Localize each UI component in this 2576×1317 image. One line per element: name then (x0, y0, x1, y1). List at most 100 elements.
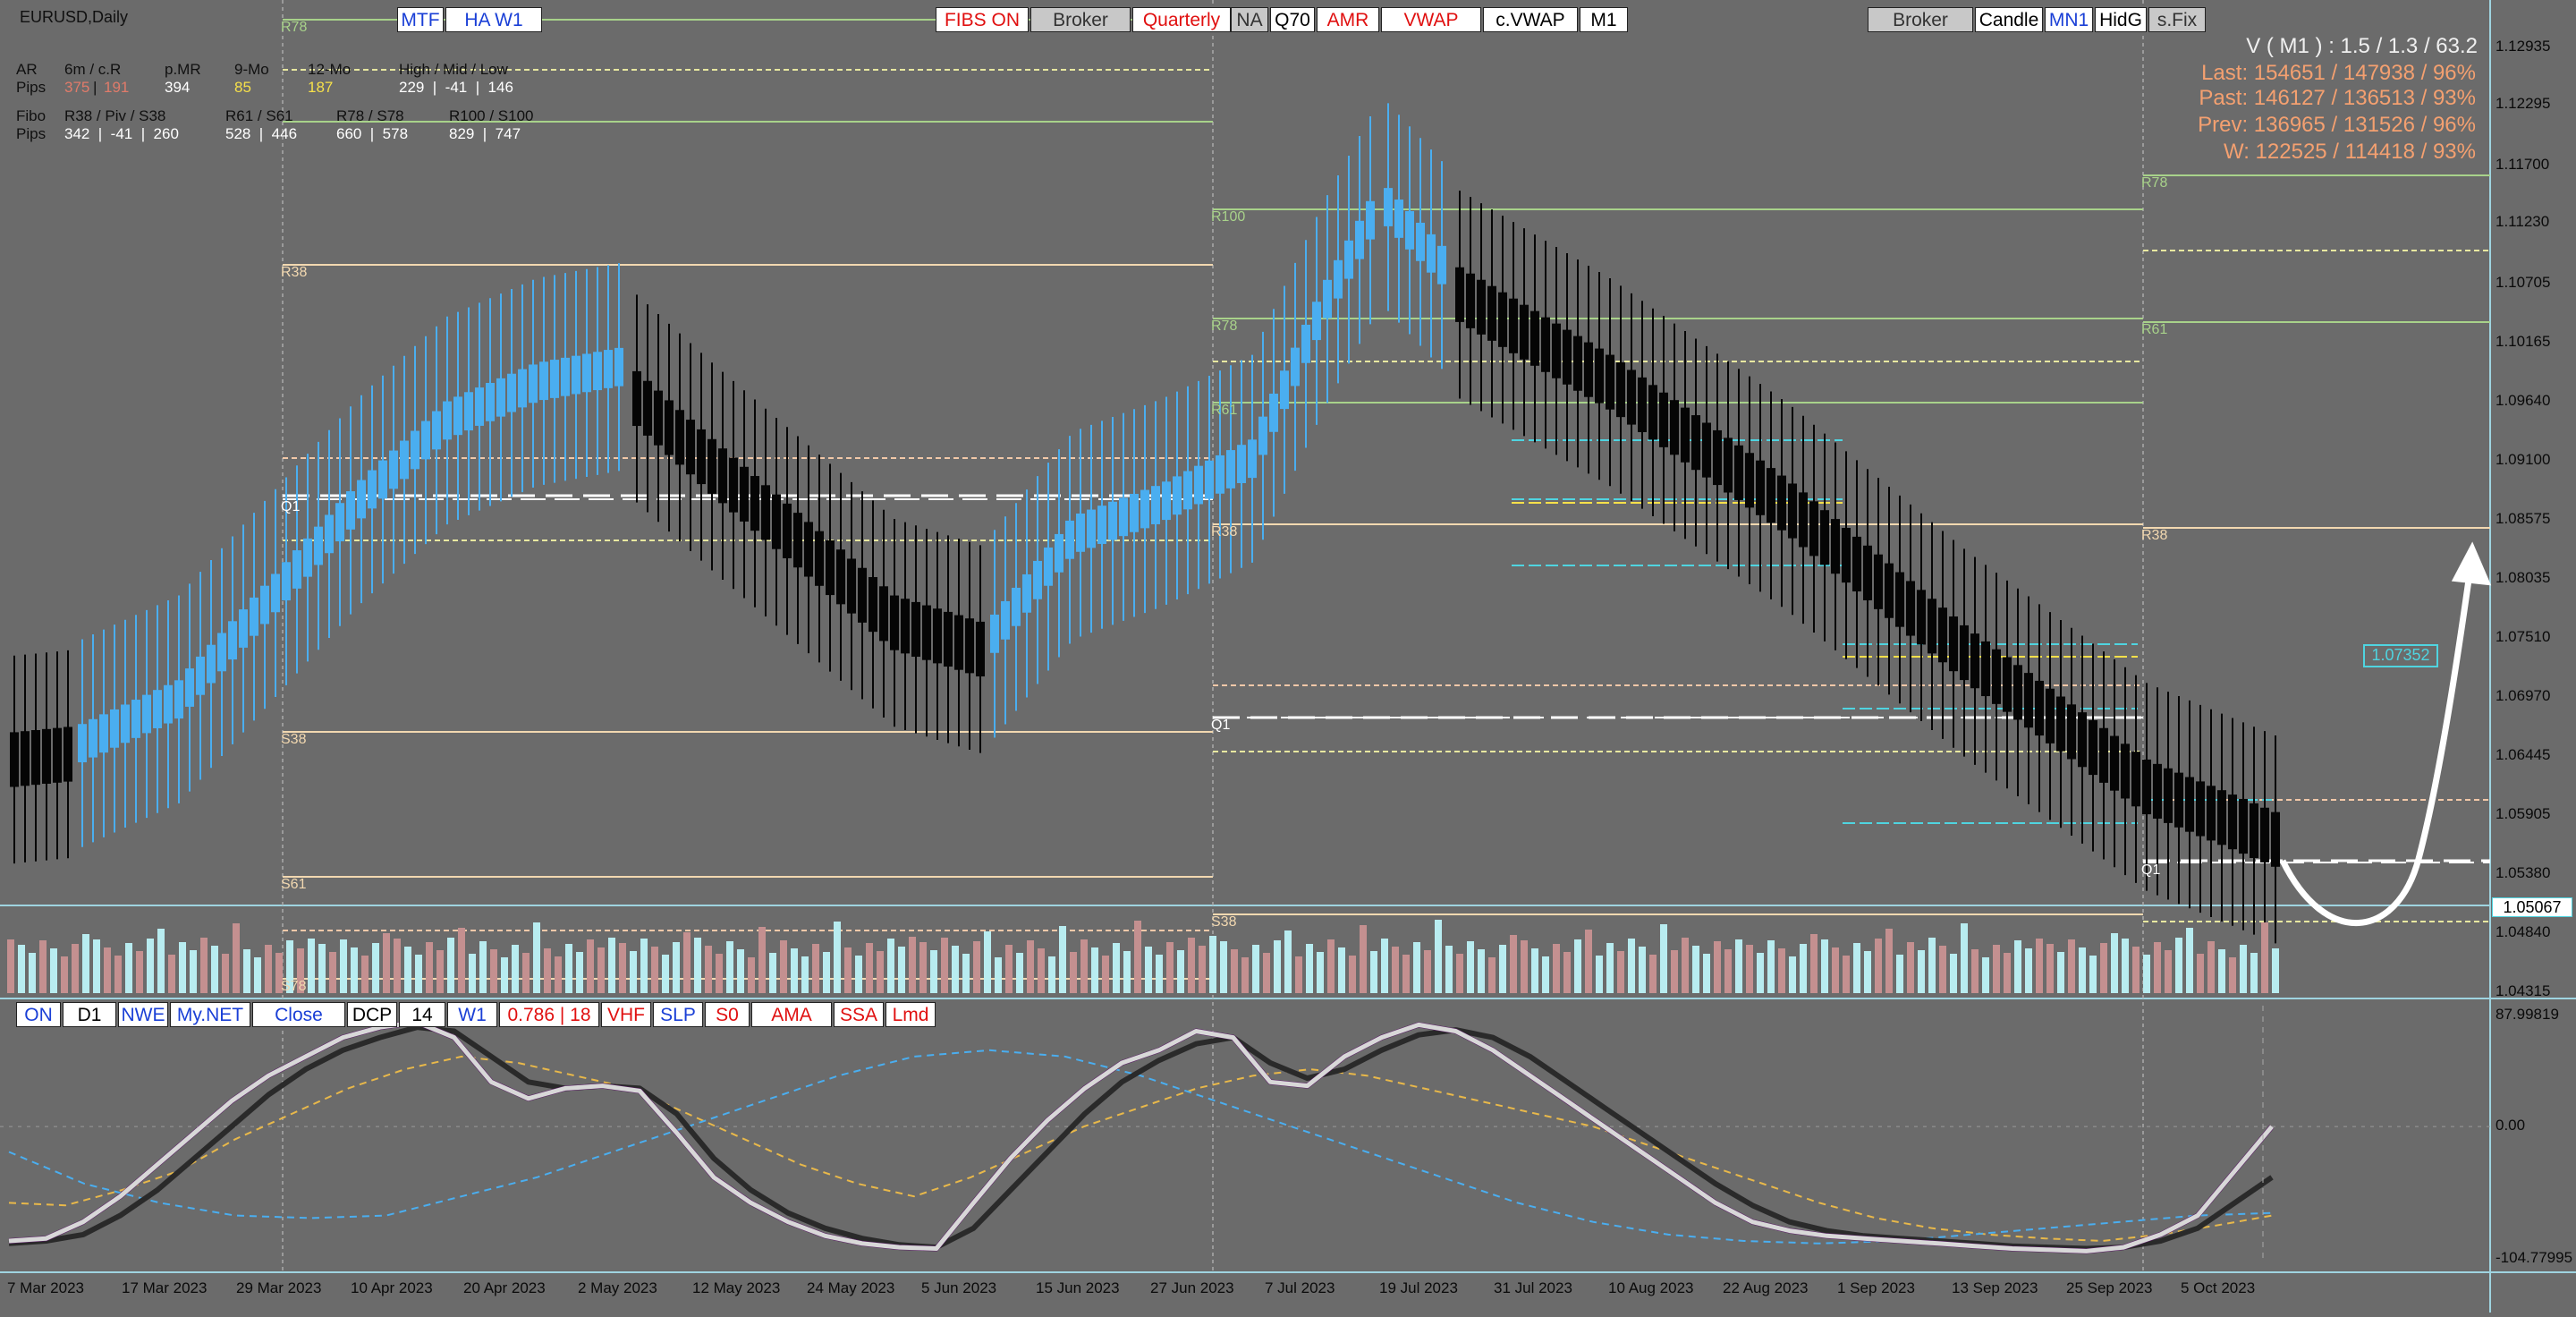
lmd-button[interactable]: Lmd (886, 1002, 936, 1027)
na-button[interactable]: NA (1231, 7, 1268, 32)
bear-candle (718, 448, 727, 504)
bear-candle (2239, 798, 2248, 854)
bull-candle (314, 526, 323, 565)
bear-candle (2078, 712, 2087, 768)
volume-bar (973, 941, 980, 993)
bull-candle (1323, 279, 1332, 319)
bull-candle (335, 503, 344, 542)
bear-candle (1520, 304, 1529, 360)
amr-button[interactable]: AMR (1317, 7, 1379, 32)
date-tick: 15 Jun 2023 (1036, 1279, 1120, 1296)
price-tick: 1.08575 (2496, 510, 2551, 527)
volume-bar (1907, 942, 1914, 993)
ssa-button[interactable]: SSA (834, 1002, 884, 1027)
volume-bar (1027, 940, 1034, 993)
quarterly-button[interactable]: Quarterly (1132, 7, 1231, 32)
mn1-button[interactable]: MN1 (2045, 7, 2093, 32)
info-cell: R100 / S100 (449, 107, 534, 124)
volume-bar (383, 933, 390, 993)
volume-bar (1789, 956, 1796, 993)
volume-bar (2207, 941, 2215, 993)
bear-candle (869, 577, 877, 633)
m1-button[interactable]: M1 (1580, 7, 1628, 32)
volume-bar (1402, 955, 1410, 993)
volume-bar (2014, 940, 2021, 993)
volume-stats-line: Prev: 136965 / 131526 / 96% (2198, 113, 2476, 137)
broker-button[interactable]: Broker (1030, 7, 1131, 32)
info-cell: 191 (104, 79, 130, 96)
hidg-button[interactable]: HidG (2095, 7, 2147, 32)
info-cell: R61 / S61 (225, 107, 293, 124)
bull-candle (1269, 393, 1278, 432)
s0-button[interactable]: S0 (705, 1002, 750, 1027)
volume-bar (1521, 940, 1528, 993)
broker-button-2[interactable]: Broker (1868, 7, 1973, 32)
bull-candle (110, 709, 119, 748)
slp-button[interactable]: SLP (653, 1002, 703, 1027)
bull-candle (1140, 489, 1149, 529)
volume-bar (877, 951, 884, 993)
bear-candle (654, 390, 663, 446)
period-14-button[interactable]: 14 (399, 1002, 445, 1027)
volume-bar (39, 940, 47, 993)
date-tick: 2 May 2023 (578, 1279, 657, 1296)
s-fix-button[interactable]: s.Fix (2148, 7, 2206, 32)
volume-bar (286, 940, 293, 993)
volume-bar (1123, 951, 1131, 993)
fib-label: R78 (281, 20, 308, 35)
volume-bar (1628, 939, 1635, 993)
volume-bar (834, 922, 841, 993)
bull-candle (1055, 533, 1063, 573)
volume-bar (2143, 955, 2150, 993)
q70-button[interactable]: Q70 (1270, 7, 1315, 32)
volume-bar (866, 943, 873, 993)
volume-bar (114, 956, 122, 993)
bull-candle (1226, 450, 1235, 489)
date-tick: 22 Aug 2023 (1723, 1279, 1809, 1296)
bull-candle (475, 387, 484, 426)
vwap-button[interactable]: VWAP (1381, 7, 1481, 32)
bear-candle (1627, 370, 1636, 425)
bull-candle (550, 360, 559, 398)
volume-bar (962, 954, 970, 993)
bear-candle (1681, 407, 1690, 463)
volume-bar (726, 941, 733, 993)
bear-candle (1509, 298, 1518, 353)
on-button[interactable]: ON (16, 1002, 61, 1027)
bear-candle (1659, 392, 1668, 447)
volume-bar (555, 956, 562, 993)
volume-bar (104, 947, 111, 993)
ama-button[interactable]: AMA (751, 1002, 832, 1027)
volume-bar (2079, 947, 2086, 993)
volume-bar (1778, 948, 1785, 993)
w1-button[interactable]: W1 (447, 1002, 497, 1027)
candle-button[interactable]: Candle (1975, 7, 2043, 32)
info-cell: 394 (165, 79, 191, 96)
c-vwap-button[interactable]: c.VWAP (1483, 7, 1578, 32)
bear-candle (1498, 292, 1507, 347)
volume-bar (791, 948, 798, 993)
nwe-button[interactable]: NWE (118, 1002, 168, 1027)
volume-bar (952, 946, 959, 993)
bear-candle (826, 540, 835, 596)
dcp-button[interactable]: DCP (347, 1002, 397, 1027)
mtf-button[interactable]: MTF (397, 7, 444, 32)
my-net-button[interactable]: My.NET (170, 1002, 250, 1027)
volume-bar (1853, 943, 1860, 993)
bull-candle (207, 644, 216, 684)
fib-ratio-button[interactable]: 0.786 | 18 (499, 1002, 599, 1027)
d1-button[interactable]: D1 (63, 1002, 116, 1027)
bear-candle (772, 494, 781, 549)
fibs-on-button[interactable]: FIBS ON (936, 7, 1029, 32)
volume-bar (1327, 939, 1335, 993)
vhf-button[interactable]: VHF (601, 1002, 651, 1027)
ha-w1-button[interactable]: HA W1 (445, 7, 542, 32)
bear-candle (1863, 545, 1872, 600)
price-tick: 1.11700 (2496, 156, 2550, 173)
close-button[interactable]: Close (252, 1002, 345, 1027)
bear-candle (1938, 608, 1947, 663)
volume-bar (2165, 950, 2172, 993)
info-cell: R78 / S78 (336, 107, 404, 124)
bull-candle (228, 621, 237, 660)
volume-bar (2132, 947, 2140, 993)
